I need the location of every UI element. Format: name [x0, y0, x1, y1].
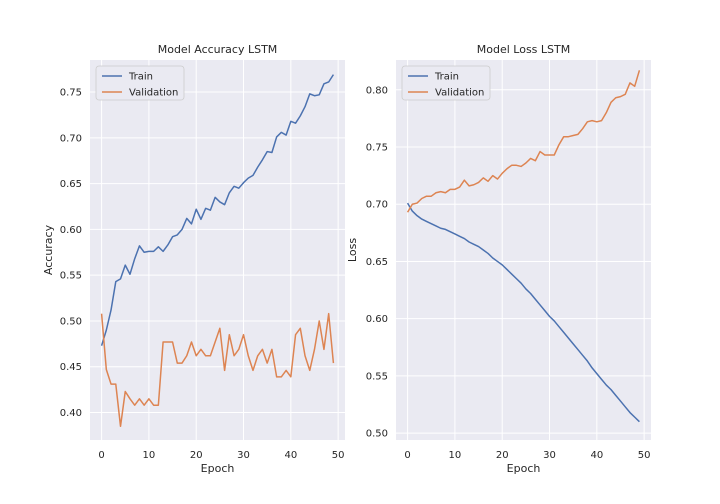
y-tick-label: 0.70	[60, 133, 82, 144]
legend: Train Validation	[95, 65, 185, 101]
y-tick-label: 0.75	[366, 142, 388, 153]
x-tick-label: 50	[638, 450, 651, 461]
legend-label-train: Train	[434, 72, 459, 83]
y-tick-label: 0.75	[60, 88, 82, 99]
x-tick-label: 40	[590, 450, 603, 461]
legend-label-train: Train	[128, 72, 153, 83]
plot-area	[396, 60, 651, 440]
y-axis-label: Accuracy	[42, 224, 55, 275]
y-axis-label: Loss	[346, 238, 359, 262]
loss-chart: 0.50 0.55 0.60 0.65 0.70 0.75 0.80 0 10 20 30 40 50 M…	[346, 43, 651, 475]
legend-label-validation: Validation	[129, 88, 178, 99]
y-tick-label: 0.55	[366, 371, 388, 382]
y-tick-label: 0.80	[366, 85, 388, 96]
series-line-train	[100, 74, 335, 346]
plot-area	[90, 60, 345, 440]
y-tick-label: 0.55	[60, 271, 82, 282]
y-tick-label: 0.65	[366, 257, 388, 268]
x-tick-label: 0	[404, 450, 410, 461]
legend-label-validation: Validation	[435, 88, 484, 99]
x-axis-label: Epoch	[507, 462, 541, 475]
y-tick-label: 0.45	[60, 362, 82, 373]
accuracy-chart: 0.40 0.45 0.50 0.55 0.60 0.65 0.70 0.75 0 10 20 30 4…	[42, 43, 345, 475]
x-axis-label: Epoch	[201, 462, 235, 475]
y-tick-label: 0.70	[366, 200, 388, 211]
x-tick-label: 30	[543, 450, 556, 461]
y-tick-label: 0.40	[60, 408, 82, 419]
x-tick-label: 50	[332, 450, 345, 461]
y-tick-label: 0.50	[60, 316, 82, 327]
y-tick-label: 0.60	[366, 314, 388, 325]
x-tick-label: 10	[449, 450, 462, 461]
chart-title: Model Accuracy LSTM	[158, 43, 278, 56]
y-tick-label: 0.65	[60, 179, 82, 190]
chart-title: Model Loss LSTM	[477, 43, 570, 56]
y-tick-label: 0.60	[60, 225, 82, 236]
x-tick-label: 30	[237, 450, 250, 461]
x-tick-label: 40	[284, 450, 297, 461]
x-tick-label: 20	[496, 450, 509, 461]
series-line-validation	[406, 70, 641, 213]
x-tick-label: 20	[190, 450, 203, 461]
series-line-validation	[100, 312, 335, 428]
x-tick-label: 0	[98, 450, 104, 461]
series-line-train	[406, 202, 640, 423]
x-tick-label: 10	[143, 450, 156, 461]
y-tick-label: 0.50	[366, 429, 388, 440]
legend: Train Validation	[401, 65, 491, 101]
